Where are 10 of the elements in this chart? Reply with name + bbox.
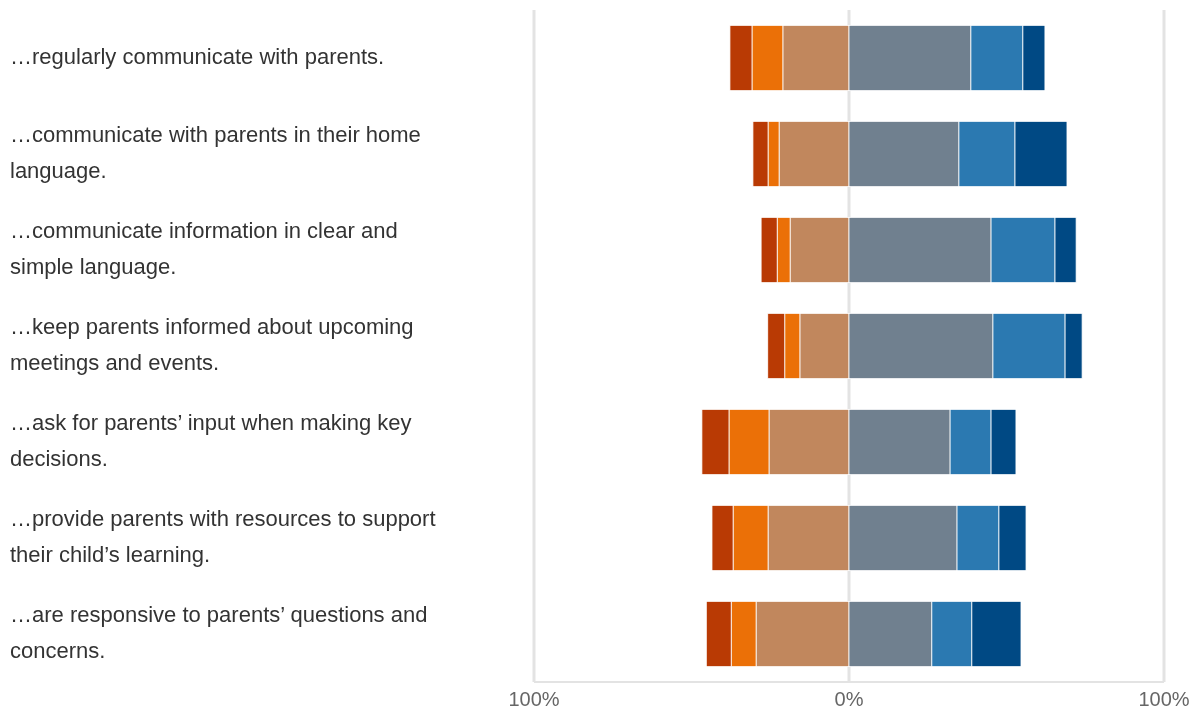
y-tick-label: …regularly communicate with parents. bbox=[10, 43, 385, 69]
x-tick-label: 100% bbox=[508, 688, 560, 710]
x-tick-label: 100% bbox=[1138, 688, 1190, 710]
y-tick-label: …provide parents with resources to support their child’s learning. bbox=[10, 505, 436, 567]
y-tick-label: …communicate with parents in their home language. bbox=[10, 121, 421, 183]
x-tick-label: 0% bbox=[834, 688, 864, 710]
y-tick-label: …keep parents informed about upcoming meetings and events. bbox=[10, 313, 414, 375]
y-tick-label: …communicate information in clear and simple language. bbox=[10, 217, 398, 279]
y-tick-label: …are responsive to parents’ questions and concerns. bbox=[10, 601, 428, 663]
y-tick-label: …ask for parents’ input when making key decisions. bbox=[10, 409, 412, 471]
